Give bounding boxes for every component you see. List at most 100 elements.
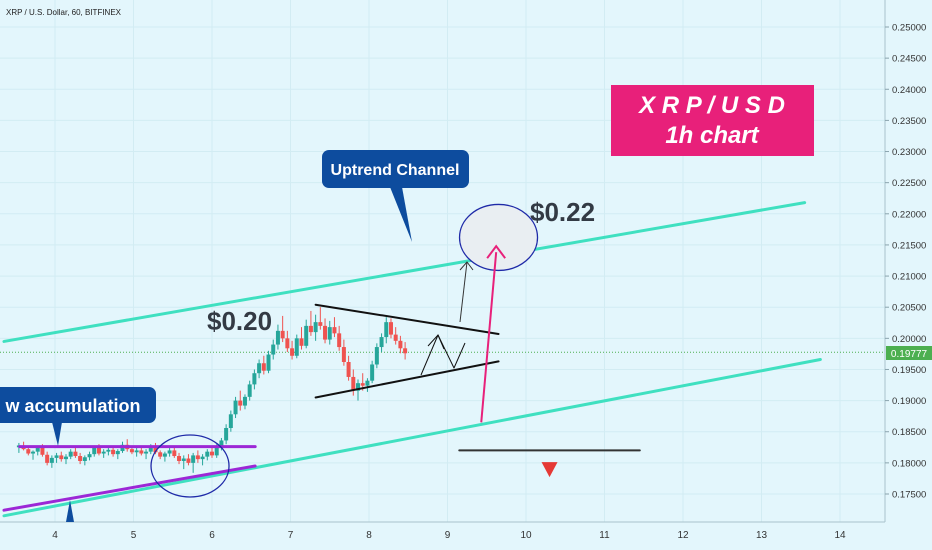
candle-body [106,449,111,452]
price-tick-label: 0.24000 [892,85,926,96]
candle-body [96,447,101,454]
price-tick-label: 0.18000 [892,458,926,469]
title-box [611,85,814,156]
candle-body [49,457,54,463]
accumulation-lower-line [2,464,257,512]
zigzag-arrowhead [427,334,445,350]
accumulation-callout: w accumulation [0,387,156,522]
candle-body [275,330,280,345]
candle-body [346,361,351,377]
candle-body [238,400,243,406]
price-tick-label: 0.20500 [892,303,926,314]
target-price-label: $0.22 [530,197,595,227]
channel-upper-line [2,201,807,343]
symbol-title[interactable]: XRP / U.S. Dollar, 60, BITFINEX [6,8,122,17]
candle-body [134,450,139,453]
candle-body [205,451,210,457]
time-tick-label: 7 [288,530,294,541]
accumulation-callout-box [0,387,156,423]
candle-body [59,455,64,460]
candle-body [214,446,219,456]
price-tick-label: 0.21500 [892,240,926,251]
candle-body [148,446,153,452]
price-tick-label: 0.22500 [892,178,926,189]
candle-body [200,456,205,460]
price-tick-label: 0.19000 [892,396,926,407]
price-tick-label: 0.21000 [892,272,926,283]
last-price-label: 0.19777 [891,349,928,360]
target-arrow-line [480,252,498,423]
candle-body [370,364,375,381]
candle-body [26,449,31,454]
candle-body [228,414,233,428]
candle-body [271,344,276,355]
last-price-tag [886,346,932,360]
time-tick-label: 11 [599,530,610,541]
price-tick-label: 0.22000 [892,209,926,220]
price-tick-label: 0.19500 [892,365,926,376]
candle-body [35,447,40,452]
triangle-lower-line [314,360,500,399]
candle-body [403,348,408,354]
time-tick-label: 13 [756,530,768,541]
candle-body [374,347,379,365]
candle-body [167,450,172,454]
channel-lower-line [2,358,822,518]
candle-body [92,447,97,455]
time-tick-label: 9 [445,530,451,541]
time-axis[interactable]: 4 5 6 7 8 9 10 11 12 13 14 [52,530,846,541]
price-tick-label: 0.25000 [892,23,926,34]
uptrend-callout-label: Uptrend Channel [331,162,460,179]
candle-body [308,325,313,333]
candle-body [82,457,87,461]
candle-body [280,330,285,339]
candle-body [181,458,186,461]
candle-body [351,376,356,391]
time-tick-label: 10 [520,530,532,541]
candle-body [233,400,238,415]
candle-body [73,451,78,457]
candle-body [40,447,45,455]
candle-body [285,338,290,349]
time-tick-label: 6 [209,530,215,541]
candle-body [242,396,247,406]
accumulation-callout-label: w accumulation [4,396,140,416]
time-tick-label: 12 [677,530,689,541]
candle-body [294,338,299,356]
title-line2: 1h chart [665,122,759,149]
candle-body [87,454,92,458]
candle-body [327,327,332,340]
candle-body [219,440,224,447]
sell-marker-icon [541,462,558,478]
candle-body [299,338,304,346]
candle-body [153,446,158,453]
target-arrowhead [486,244,506,259]
triangle-upper-line [314,303,500,335]
time-tick-label: 8 [366,530,372,541]
breakout-arrow-line [459,261,468,323]
candle-body [341,347,346,362]
price-axis[interactable]: 0.25000 0.24500 0.24000 0.23500 0.23000 0.225… [885,23,926,501]
candle-body [172,450,177,457]
candles-layer [16,307,408,473]
time-tick-label: 4 [52,530,58,541]
candle-body [101,451,106,454]
breakout-arrowhead [459,261,474,271]
candle-body [388,322,393,335]
price-tick-label: 0.23500 [892,116,926,127]
candle-body [186,458,191,463]
candle-body [360,383,365,386]
candle-body [323,325,328,340]
candle-body [78,456,83,461]
candle-body [304,325,309,346]
candle-body [266,354,271,371]
candle-body [129,449,134,453]
candle-body [45,454,50,463]
title-line1: X R P / U S D [637,92,785,119]
time-tick-label: 5 [131,530,137,541]
candle-body [63,456,68,460]
candle-body [54,455,59,458]
time-tick-label: 14 [834,530,846,541]
candle-body [247,384,252,397]
